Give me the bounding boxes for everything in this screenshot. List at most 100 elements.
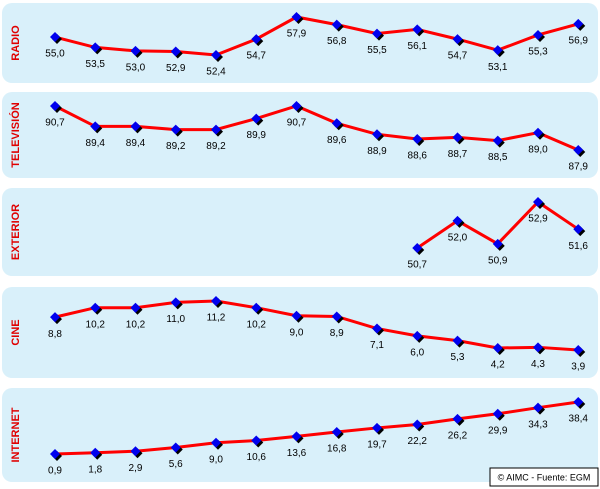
marker — [492, 238, 503, 249]
panel-title: EXTERIOR — [10, 204, 22, 260]
data-label: 55,3 — [528, 47, 548, 58]
data-label: 54,7 — [448, 51, 468, 62]
marker — [291, 431, 302, 442]
marker — [452, 413, 463, 424]
marker — [412, 330, 423, 341]
data-label: 6,0 — [410, 348, 424, 359]
panel — [2, 92, 598, 178]
data-label: 88,9 — [367, 146, 387, 157]
panel — [2, 287, 598, 378]
data-label: 3,9 — [571, 362, 585, 373]
data-label: 56,8 — [327, 36, 347, 47]
data-label: 13,6 — [287, 448, 307, 459]
marker — [211, 50, 221, 60]
data-label: 16,8 — [327, 444, 347, 455]
data-label: 54,7 — [247, 51, 267, 62]
data-label: 38,4 — [569, 414, 589, 425]
marker — [452, 215, 463, 226]
data-label: 89,0 — [528, 144, 548, 155]
marker — [50, 449, 60, 459]
data-label: 88,6 — [408, 151, 428, 162]
series-line — [54, 104, 579, 152]
credit-box — [489, 467, 599, 487]
marker — [170, 297, 181, 308]
data-label: 55,5 — [367, 45, 387, 56]
data-label: 1,8 — [88, 464, 102, 475]
marker — [291, 310, 302, 321]
data-label: 52,9 — [528, 214, 548, 225]
series-line — [54, 15, 579, 57]
marker — [452, 335, 463, 346]
marker — [251, 34, 262, 45]
data-label: 89,4 — [126, 138, 146, 149]
data-label: 11,0 — [166, 314, 185, 325]
data-label: 56,9 — [569, 36, 589, 47]
data-label: 89,2 — [206, 141, 226, 152]
marker — [533, 402, 543, 413]
data-label: 8,8 — [48, 329, 62, 340]
data-label: 52,9 — [166, 63, 186, 74]
marker — [331, 19, 342, 30]
data-label: 10,6 — [247, 452, 267, 463]
panel-title: TELEVISIÓN — [9, 102, 22, 167]
marker — [492, 45, 503, 56]
marker — [211, 296, 221, 306]
data-label: 89,4 — [86, 138, 106, 149]
panel — [2, 188, 598, 276]
marker — [412, 243, 423, 253]
data-label: 0,9 — [48, 466, 62, 477]
marker — [372, 28, 382, 39]
data-label: 56,1 — [408, 41, 428, 52]
marker — [50, 32, 60, 43]
data-label: 11,2 — [207, 313, 226, 324]
data-label: 50,7 — [408, 260, 428, 271]
marker — [130, 302, 141, 313]
marker — [573, 224, 584, 235]
data-label: 4,3 — [531, 359, 545, 370]
credit: © AIMC - Fuente: EGM — [498, 472, 591, 482]
data-label: 19,7 — [367, 440, 387, 451]
data-label: 90,7 — [287, 118, 307, 129]
data-label: 2,9 — [129, 463, 143, 474]
data-label: 26,2 — [448, 431, 468, 442]
data-label: 53,5 — [86, 59, 106, 70]
data-label: 87,9 — [569, 162, 589, 173]
marker — [130, 45, 141, 56]
marker — [533, 29, 543, 40]
marker — [533, 197, 543, 207]
data-label: 7,1 — [370, 340, 384, 351]
marker — [492, 408, 503, 419]
marker — [372, 422, 382, 433]
marker — [533, 342, 543, 353]
data-label: 52,0 — [448, 232, 468, 243]
series-line — [54, 400, 579, 456]
marker — [452, 132, 463, 143]
marker — [90, 121, 101, 132]
marker — [533, 127, 543, 138]
panel-title: INTERNET — [10, 407, 22, 462]
data-label: 52,4 — [206, 67, 226, 78]
marker — [573, 397, 584, 407]
data-label: 29,9 — [488, 425, 508, 436]
data-label: 53,1 — [488, 62, 508, 73]
series-line — [54, 299, 579, 352]
marker — [170, 124, 181, 135]
data-label: 90,7 — [45, 118, 65, 129]
data-label: 89,9 — [247, 130, 267, 141]
data-label: 34,3 — [528, 419, 548, 430]
data-label: 53,0 — [126, 62, 146, 73]
data-label: 55,0 — [45, 49, 65, 60]
marker — [211, 124, 221, 135]
data-label: 89,6 — [327, 135, 347, 146]
data-label: 22,2 — [408, 436, 428, 447]
data-label: 9,0 — [290, 327, 304, 338]
marker — [291, 101, 302, 111]
marker — [291, 12, 302, 22]
marker — [412, 24, 423, 35]
marker — [331, 118, 342, 129]
marker — [90, 302, 101, 313]
panel — [2, 3, 598, 83]
marker — [90, 42, 101, 53]
data-label: 88,7 — [448, 149, 468, 160]
data-label: 4,2 — [491, 360, 505, 371]
